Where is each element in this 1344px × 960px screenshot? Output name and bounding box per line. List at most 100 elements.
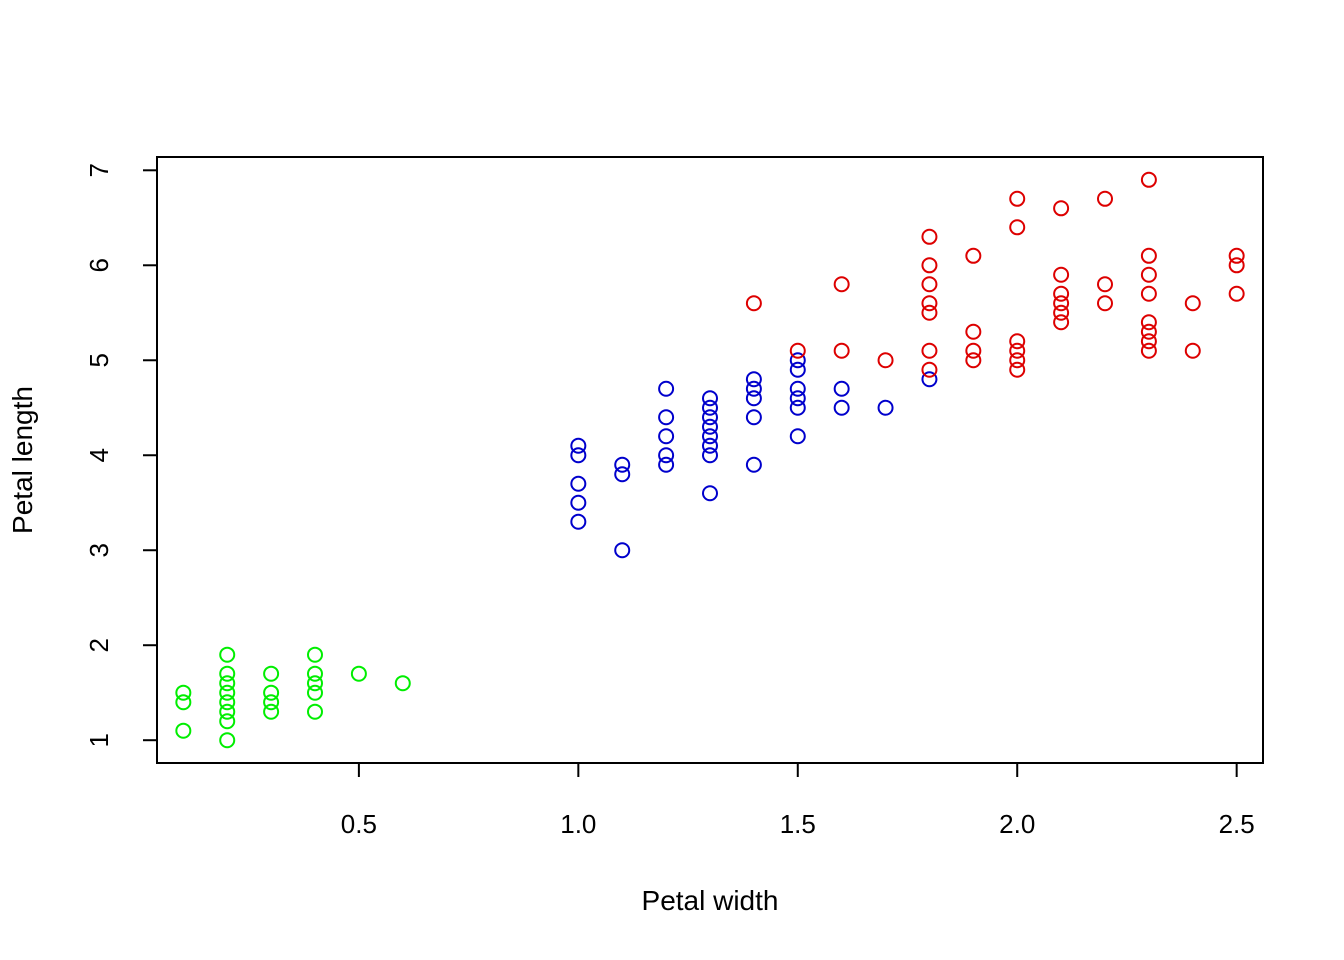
data-point (833, 276, 850, 293)
x-axis: 0.5 1.0 1.5 2.0 2.5 (341, 762, 1255, 839)
data-point (1228, 247, 1245, 264)
data-point (219, 675, 236, 692)
data-point (658, 380, 675, 397)
data-point (1184, 295, 1201, 312)
data-point (614, 466, 631, 483)
data-point (658, 428, 675, 445)
y-tick-label: 6 (84, 258, 114, 272)
data-point (1140, 266, 1157, 283)
data-point (570, 437, 587, 454)
data-point (394, 675, 411, 692)
data-point (1140, 323, 1157, 340)
data-point (702, 447, 718, 464)
data-point (1228, 257, 1245, 274)
plot-frame (156, 156, 1264, 764)
data-point (175, 722, 192, 739)
data-point (965, 247, 982, 264)
data-point (702, 485, 718, 502)
data-point (263, 684, 280, 701)
data-point (263, 665, 280, 682)
data-point (263, 703, 280, 720)
data-point (307, 684, 323, 701)
data-point (1140, 333, 1157, 350)
data-point (702, 418, 718, 435)
x-tick-label: 2.5 (1219, 809, 1255, 839)
x-tick-label: 2.0 (999, 809, 1035, 839)
data-point (789, 390, 806, 407)
data-point (1053, 304, 1070, 321)
data-point (702, 437, 718, 454)
data-point (965, 352, 982, 369)
data-points (175, 171, 1245, 749)
y-tick-label: 5 (84, 353, 114, 367)
data-point (789, 361, 806, 378)
data-point (1097, 190, 1113, 207)
data-point (350, 665, 367, 682)
data-point (745, 409, 762, 426)
data-point (175, 684, 192, 701)
data-point (789, 342, 806, 359)
data-point (921, 276, 938, 293)
data-point (1097, 276, 1113, 293)
data-point (307, 675, 323, 692)
data-point (1140, 171, 1157, 188)
data-point (1009, 190, 1026, 207)
data-point (614, 456, 631, 473)
data-point (789, 428, 806, 445)
data-point (745, 380, 762, 397)
data-point (833, 380, 850, 397)
data-point (307, 646, 323, 663)
data-point (965, 323, 982, 340)
data-point (1009, 352, 1026, 369)
data-point (307, 703, 323, 720)
data-point (570, 513, 587, 530)
data-point (745, 371, 762, 388)
data-point (1053, 295, 1070, 312)
data-point (1053, 200, 1070, 217)
data-point (219, 684, 236, 701)
data-point (570, 494, 587, 511)
data-point (1140, 342, 1157, 359)
data-point (921, 295, 938, 312)
data-point (1053, 266, 1070, 283)
data-point (307, 665, 323, 682)
data-point (1228, 285, 1245, 302)
x-tick-label: 1.0 (560, 809, 596, 839)
data-point (175, 694, 192, 711)
data-point (1140, 247, 1157, 264)
data-point (1140, 314, 1157, 331)
data-point (570, 447, 587, 464)
data-point (219, 732, 236, 749)
data-point (745, 390, 762, 407)
data-point (921, 361, 938, 378)
data-point (1009, 333, 1026, 350)
data-point (219, 646, 236, 663)
data-point (1009, 361, 1026, 378)
data-point (614, 542, 631, 559)
data-point (702, 409, 718, 426)
data-point (877, 399, 894, 416)
data-point (921, 304, 938, 321)
data-point (1009, 219, 1026, 236)
x-tick-label: 1.5 (780, 809, 816, 839)
data-point (1184, 342, 1201, 359)
data-point (789, 380, 806, 397)
y-tick-label: 1 (84, 733, 114, 747)
data-point (658, 409, 675, 426)
data-point (219, 703, 236, 720)
data-point (658, 456, 675, 473)
data-point (263, 694, 280, 711)
data-point (1009, 342, 1026, 359)
data-point (1097, 295, 1113, 312)
data-point (745, 456, 762, 473)
data-point (1053, 285, 1070, 302)
x-axis-title: Petal width (642, 885, 779, 916)
data-point (877, 352, 894, 369)
data-point (833, 342, 850, 359)
data-point (1140, 285, 1157, 302)
data-point (1053, 314, 1070, 331)
y-tick-label: 4 (84, 448, 114, 462)
data-point (789, 399, 806, 416)
data-point (745, 295, 762, 312)
